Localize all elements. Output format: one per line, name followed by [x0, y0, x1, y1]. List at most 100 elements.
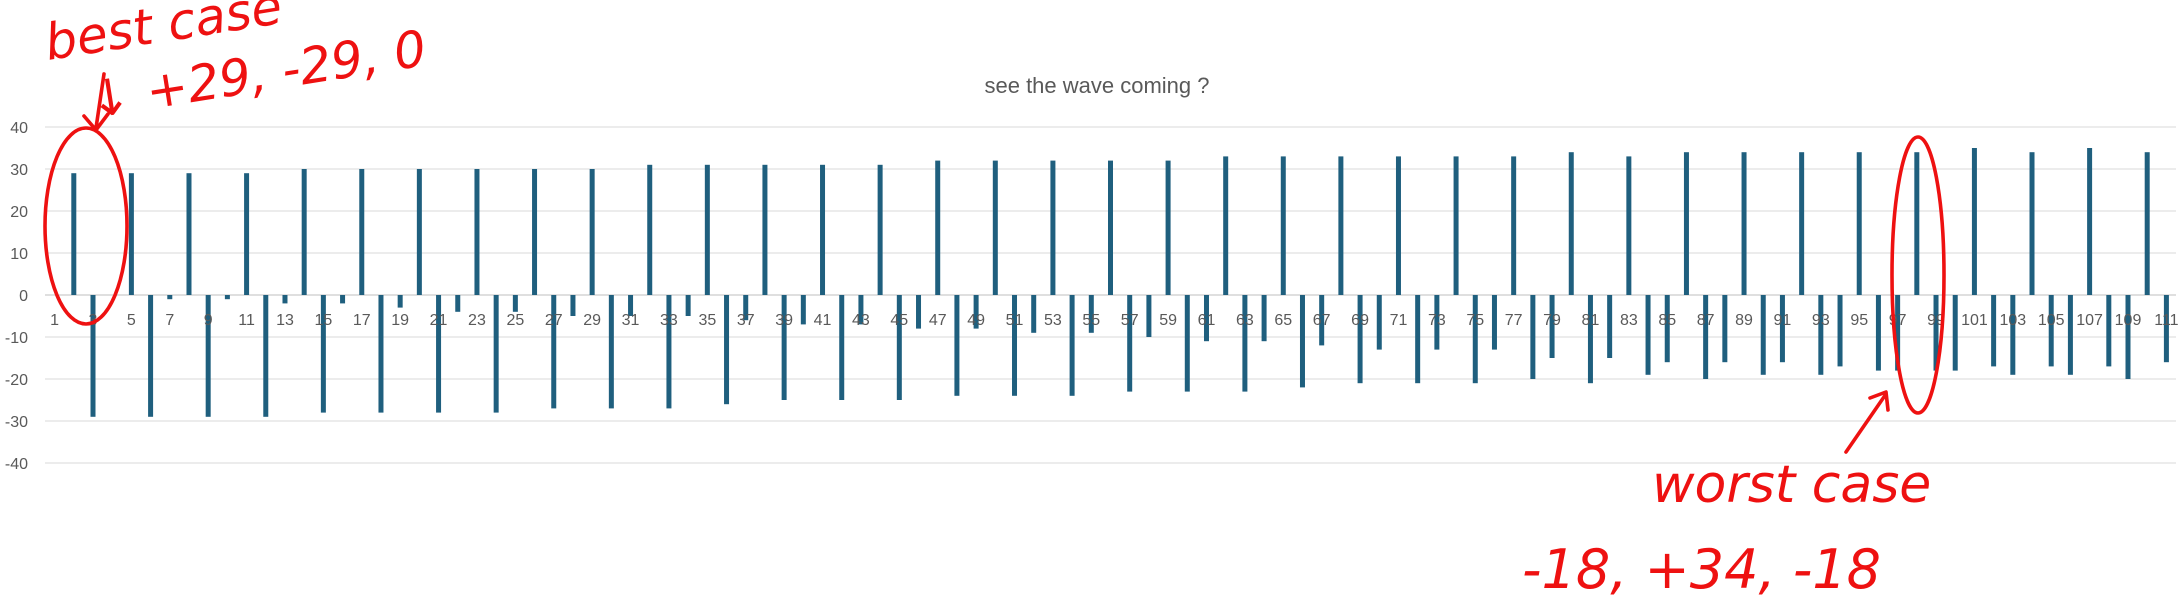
x-tick-label: 65 — [1274, 312, 1292, 329]
x-tick-label: 1 — [50, 312, 59, 329]
bar — [474, 169, 480, 295]
bar — [416, 169, 422, 295]
bar — [1261, 295, 1267, 342]
x-tick-label: 103 — [1999, 312, 2026, 329]
y-tick-label: 0 — [19, 288, 28, 305]
bar — [1952, 295, 1958, 371]
bar — [589, 169, 595, 295]
x-tick-label: 111 — [2154, 312, 2178, 329]
bar — [954, 295, 960, 396]
bar — [320, 295, 326, 413]
bar — [359, 169, 365, 295]
bar — [1664, 295, 1670, 363]
bar — [1683, 152, 1689, 295]
x-tick-label: 63 — [1236, 312, 1254, 329]
bar — [301, 169, 307, 295]
x-tick-label: 15 — [314, 312, 332, 329]
bar — [1069, 295, 1075, 396]
bar — [1511, 156, 1517, 295]
y-tick-label: -20 — [5, 372, 28, 389]
x-tick-label: 31 — [622, 312, 640, 329]
bar — [1395, 156, 1401, 295]
bar-series — [71, 148, 2169, 417]
y-axis-ticks: 40 30 20 10 0 -10 -20 -30 -40 — [5, 120, 28, 473]
x-tick-label: 45 — [890, 312, 908, 329]
x-tick-label: 105 — [2038, 312, 2065, 329]
bar — [1760, 295, 1766, 375]
x-tick-label: 71 — [1390, 312, 1408, 329]
y-tick-label: 30 — [10, 162, 28, 179]
y-tick-label: 20 — [10, 204, 28, 221]
bar — [916, 295, 922, 329]
bar — [551, 295, 557, 409]
x-tick-label: 83 — [1620, 312, 1638, 329]
x-tick-label: 67 — [1313, 312, 1331, 329]
x-tick-label: 29 — [583, 312, 601, 329]
x-tick-label: 49 — [967, 312, 985, 329]
x-tick-label: 43 — [852, 312, 870, 329]
bar — [1626, 156, 1632, 295]
bar — [397, 295, 403, 308]
bar — [1376, 295, 1382, 350]
x-tick-label: 89 — [1735, 312, 1753, 329]
bar — [148, 295, 154, 417]
bar — [1031, 295, 1037, 333]
bar — [2087, 148, 2093, 295]
y-tick-label: -10 — [5, 330, 28, 347]
bar — [1146, 295, 1152, 337]
bar — [2144, 152, 2150, 295]
bar — [685, 295, 691, 316]
bar — [167, 295, 173, 300]
bar — [896, 295, 902, 400]
worst-case-label: worst case — [1652, 455, 1931, 515]
bar — [1319, 295, 1325, 346]
y-tick-label: 40 — [10, 120, 28, 137]
x-tick-label: 17 — [353, 312, 371, 329]
x-axis-ticks: 1 3 5 7 9 11 13 15 17 19 21 23 25 27 29 31 33 35 37 39 41 43 4… — [50, 312, 2179, 329]
bar — [2029, 152, 2035, 295]
handwritten-annotations: best case ↓ +29, -29, 0 worst case -18, … — [41, 0, 1946, 601]
bar — [1530, 295, 1536, 379]
bar — [628, 295, 634, 316]
x-tick-label: 25 — [506, 312, 524, 329]
x-tick-label: 95 — [1850, 312, 1868, 329]
x-tick-label: 3 — [89, 312, 98, 329]
x-tick-label: 55 — [1082, 312, 1100, 329]
x-tick-label: 61 — [1198, 312, 1216, 329]
x-tick-label: 23 — [468, 312, 486, 329]
bar — [2125, 295, 2131, 379]
bar — [2048, 295, 2054, 367]
y-tick-label: 10 — [10, 246, 28, 263]
bar — [1703, 295, 1709, 379]
bar — [973, 295, 979, 329]
bar — [935, 160, 941, 295]
bar — [1012, 295, 1018, 396]
bar — [724, 295, 730, 405]
worst-case-circle — [1890, 135, 1946, 415]
bar — [1933, 295, 1939, 371]
bar — [90, 295, 96, 417]
bar — [1818, 295, 1824, 375]
bar — [1088, 295, 1094, 333]
x-tick-label: 107 — [2076, 312, 2103, 329]
bar — [1299, 295, 1305, 388]
x-tick-label: 33 — [660, 312, 678, 329]
bar — [800, 295, 806, 325]
bar — [1415, 295, 1421, 384]
bar — [71, 173, 77, 295]
bar — [2010, 295, 2016, 375]
bar — [244, 173, 250, 295]
bar — [992, 160, 998, 295]
x-tick-label: 51 — [1006, 312, 1024, 329]
bar — [282, 295, 288, 304]
x-tick-label: 37 — [737, 312, 755, 329]
bar — [704, 164, 710, 295]
x-tick-label: 79 — [1543, 312, 1561, 329]
x-tick-label: 75 — [1466, 312, 1484, 329]
bar — [1741, 152, 1747, 295]
bar — [1549, 295, 1555, 358]
bar — [1875, 295, 1881, 371]
x-tick-label: 91 — [1774, 312, 1792, 329]
bar — [666, 295, 672, 409]
x-tick-label: 5 — [127, 312, 136, 329]
